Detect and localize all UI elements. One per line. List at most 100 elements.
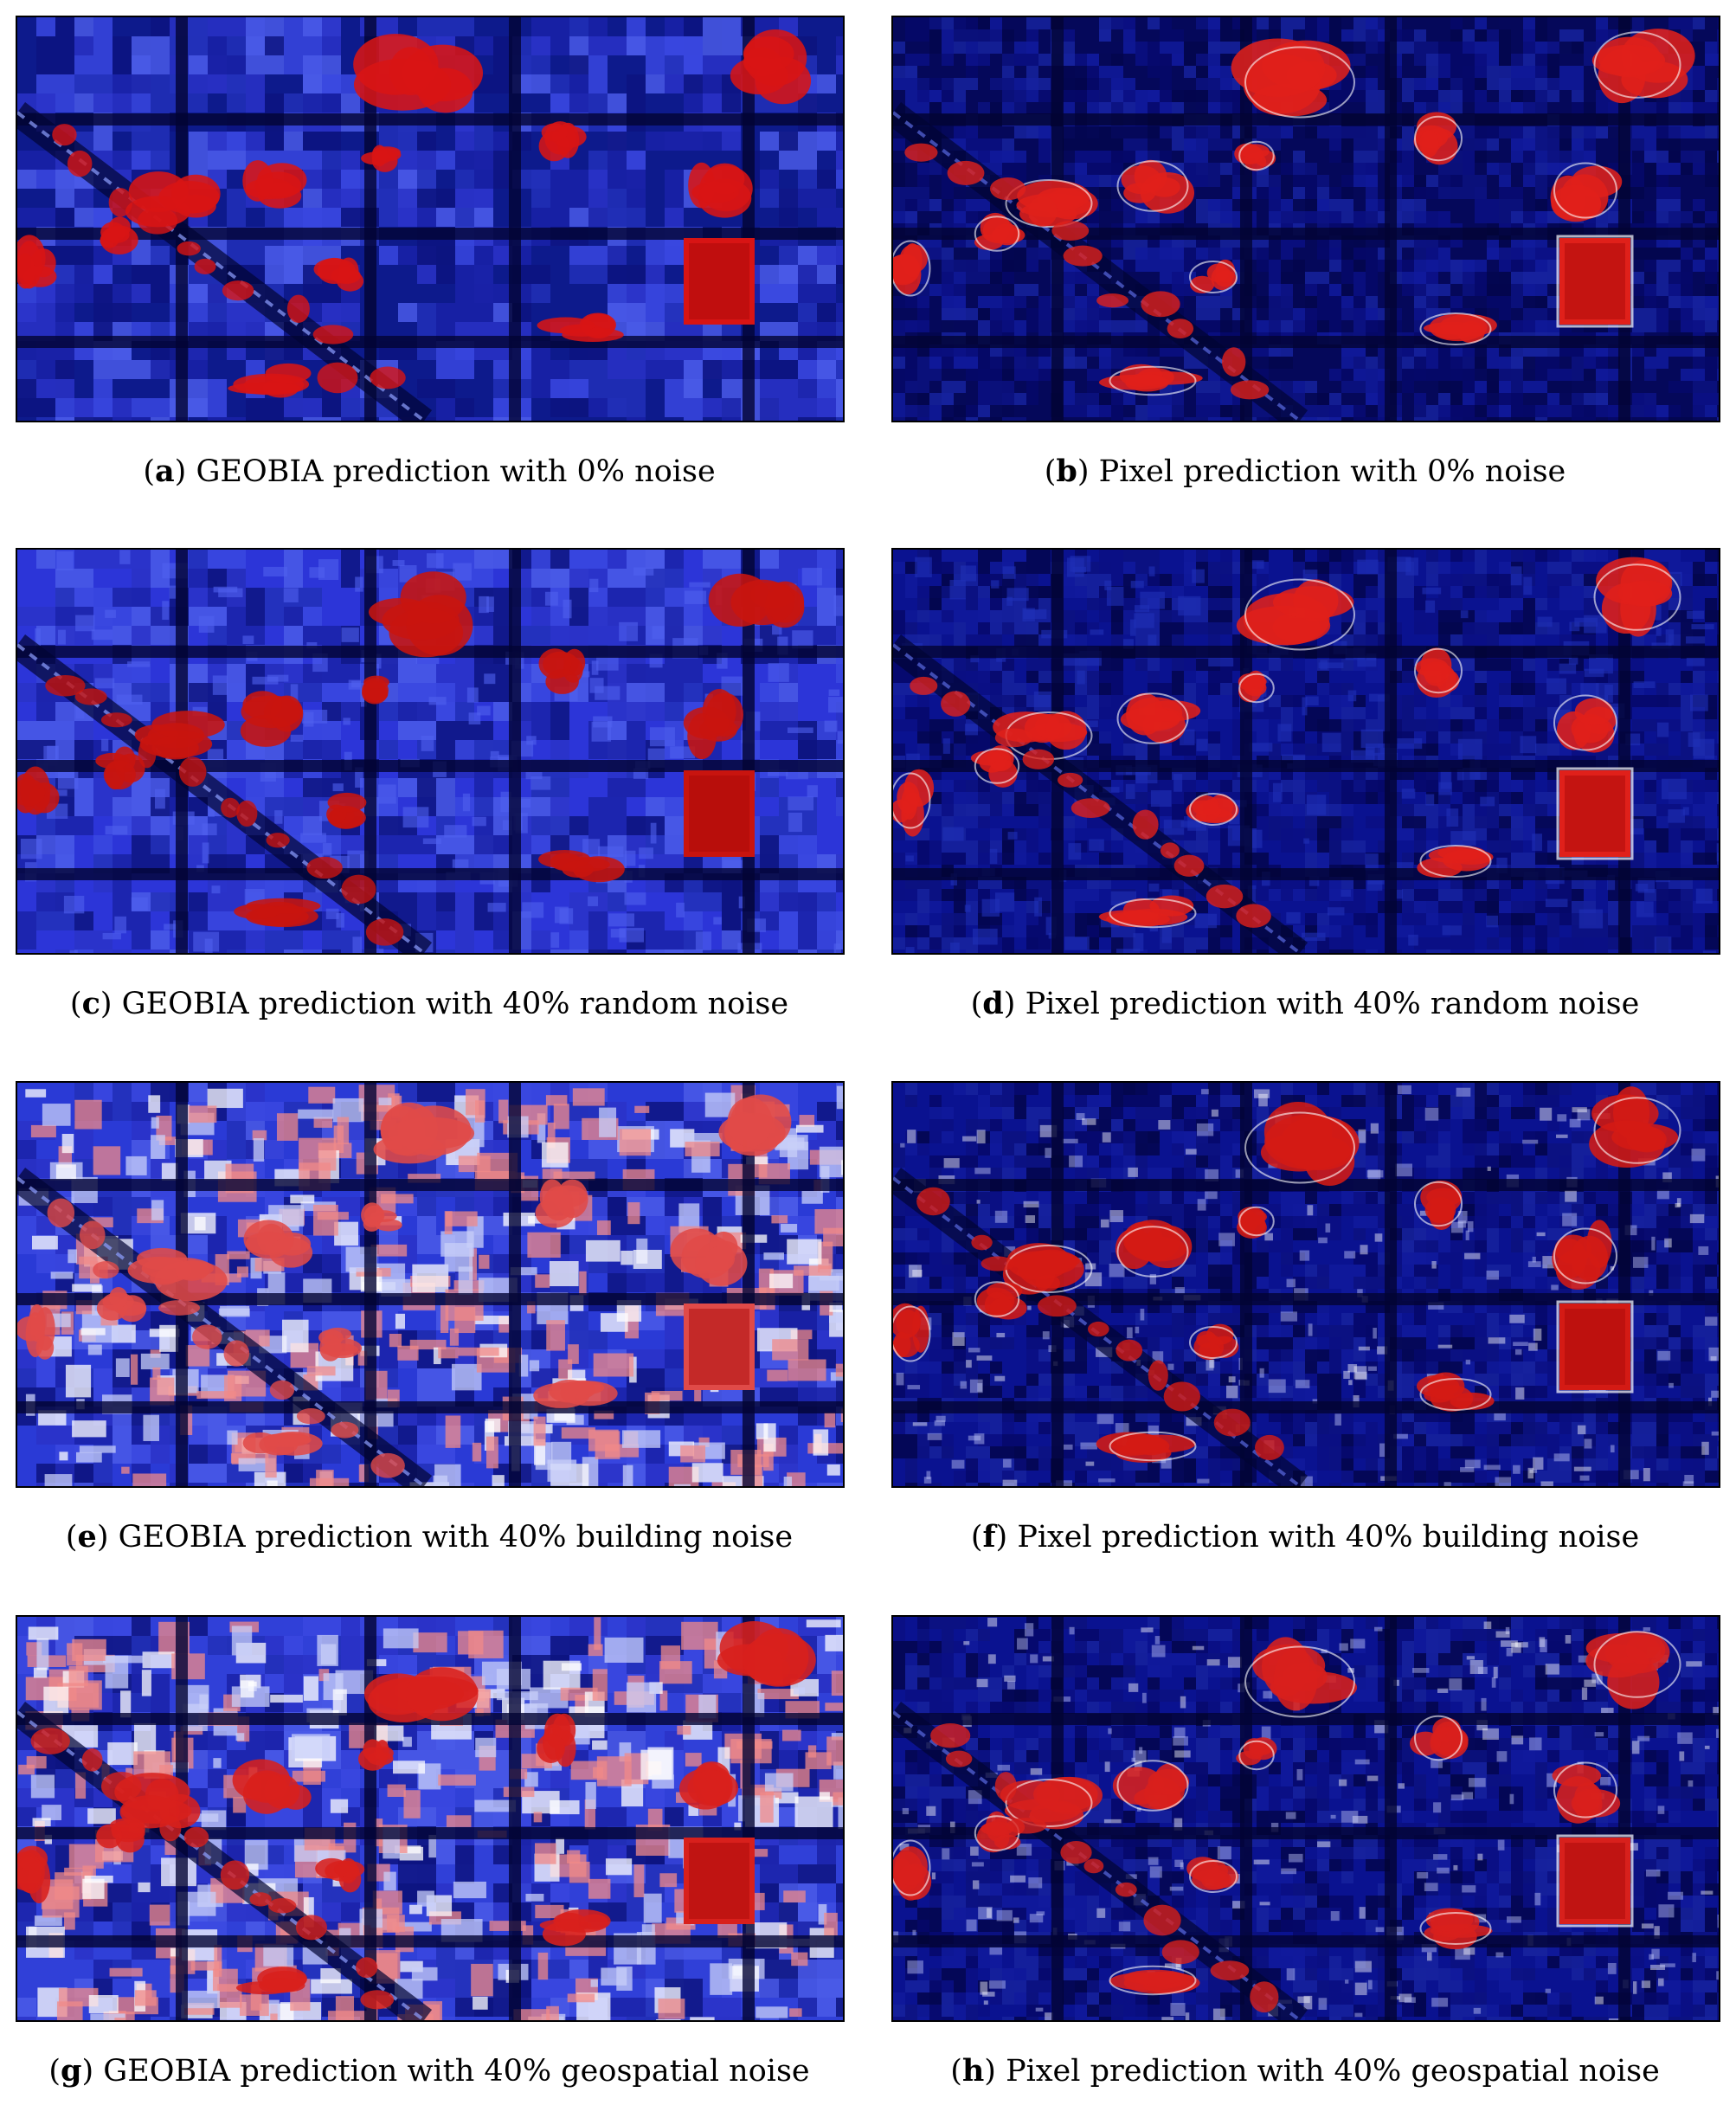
noise-patch: [994, 892, 1015, 912]
texture-cell: [1257, 719, 1269, 744]
texture-cell: [1681, 151, 1705, 163]
texture-cell: [1148, 151, 1160, 163]
texture-cell: [1220, 308, 1232, 332]
noise-patch: [169, 585, 177, 599]
noise-patch: [1034, 897, 1043, 917]
noise-patch: [1654, 937, 1672, 953]
texture-cell: [917, 913, 929, 925]
vegetation-blob: [1051, 221, 1090, 241]
texture-cell: [978, 780, 990, 792]
noise-patch: [1007, 832, 1018, 840]
texture-cell: [1123, 320, 1148, 332]
noise-patch: [487, 903, 506, 912]
noise-patch: [1125, 783, 1135, 800]
texture-cell: [1099, 671, 1111, 683]
panel-caption: (c) GEOBIA prediction with 40% random no…: [69, 986, 789, 1021]
texture-cell: [990, 792, 1002, 816]
texture-cell: [1087, 598, 1099, 610]
noise-patch: [1687, 610, 1705, 619]
texture-cell: [1366, 913, 1378, 937]
street: [17, 228, 843, 240]
noise-patch: [1546, 678, 1566, 695]
texture-cell: [646, 683, 665, 702]
vegetation-blob: [234, 904, 280, 919]
texture-cell: [1656, 840, 1668, 853]
vegetation-blob: [266, 833, 290, 848]
noise-patch: [274, 810, 283, 824]
noise-patch: [807, 785, 818, 798]
noise-patch: [786, 771, 808, 780]
noise-patch: [1569, 621, 1580, 632]
texture-cell: [1681, 369, 1705, 381]
texture-cell: [1681, 248, 1693, 260]
texture-cell: [265, 1140, 284, 1159]
texture-cell: [550, 379, 588, 398]
vegetation-blob: [1022, 749, 1055, 769]
texture-cell: [1366, 308, 1378, 320]
vegetation-blob: [1148, 177, 1180, 197]
texture-cell: [1450, 175, 1463, 187]
texture-cell: [1705, 126, 1719, 138]
texture-cell: [1184, 780, 1196, 792]
texture-cell: [1463, 707, 1475, 719]
noise-patch: [1545, 898, 1568, 908]
texture-cell: [798, 892, 817, 930]
texture-cell: [93, 93, 132, 113]
texture-cell: [1341, 175, 1353, 187]
texture-cell: [905, 393, 929, 405]
texture-cell: [493, 151, 512, 189]
texture-cell: [929, 357, 942, 369]
noise-patch: [792, 630, 813, 649]
texture-cell: [798, 284, 836, 303]
texture-cell: [36, 36, 55, 55]
texture-cell: [978, 102, 990, 114]
noise-patch: [1251, 560, 1264, 570]
texture-cell: [246, 398, 265, 421]
texture-cell: [905, 17, 929, 42]
texture-cell: [1523, 296, 1535, 308]
prediction-map-image: [893, 550, 1719, 953]
noise-patch: [1102, 787, 1120, 793]
texture-cell: [1353, 695, 1366, 707]
texture-cell: [208, 911, 246, 930]
texture-cell: [1450, 17, 1463, 29]
texture-cell: [1293, 780, 1305, 792]
texture-cell: [1002, 54, 1014, 66]
texture-cell: [608, 398, 627, 417]
texture-cell: [1293, 562, 1305, 574]
texture-cell: [1523, 659, 1535, 671]
texture-cell: [1499, 163, 1511, 175]
texture-cell: [1111, 393, 1123, 417]
texture-cell: [966, 260, 990, 284]
vegetation-blob: [1221, 347, 1246, 377]
texture-cell: [1487, 381, 1499, 393]
texture-cell: [208, 17, 227, 36]
texture-cell: [569, 74, 588, 93]
texture-cell: [1172, 671, 1184, 695]
texture-cell: [1329, 937, 1353, 953]
texture-cell: [1002, 284, 1014, 296]
texture-cell: [436, 341, 455, 379]
texture-cell: [1438, 901, 1463, 913]
texture-cell: [1535, 598, 1547, 610]
noise-patch: [1425, 794, 1435, 806]
texture-cell: [569, 398, 588, 417]
texture-cell: [1220, 381, 1232, 405]
texture-cell: [665, 379, 684, 417]
noise-patch: [1208, 658, 1234, 666]
texture-cell: [1523, 405, 1535, 421]
vegetation-edge: [1238, 140, 1275, 171]
texture-cell: [436, 835, 455, 854]
noise-patch: [989, 848, 998, 865]
texture-cell: [1075, 296, 1087, 308]
texture-cell: [798, 132, 836, 151]
noise-patch: [633, 567, 654, 576]
texture-cell: [189, 55, 208, 74]
noise-patch: [1662, 778, 1687, 800]
texture-cell: [1523, 29, 1535, 54]
texture-cell: [303, 626, 322, 645]
texture-cell: [893, 42, 905, 54]
texture-cell: [1123, 199, 1135, 223]
vegetation-edge: [974, 216, 1020, 252]
texture-cell: [1341, 853, 1366, 865]
